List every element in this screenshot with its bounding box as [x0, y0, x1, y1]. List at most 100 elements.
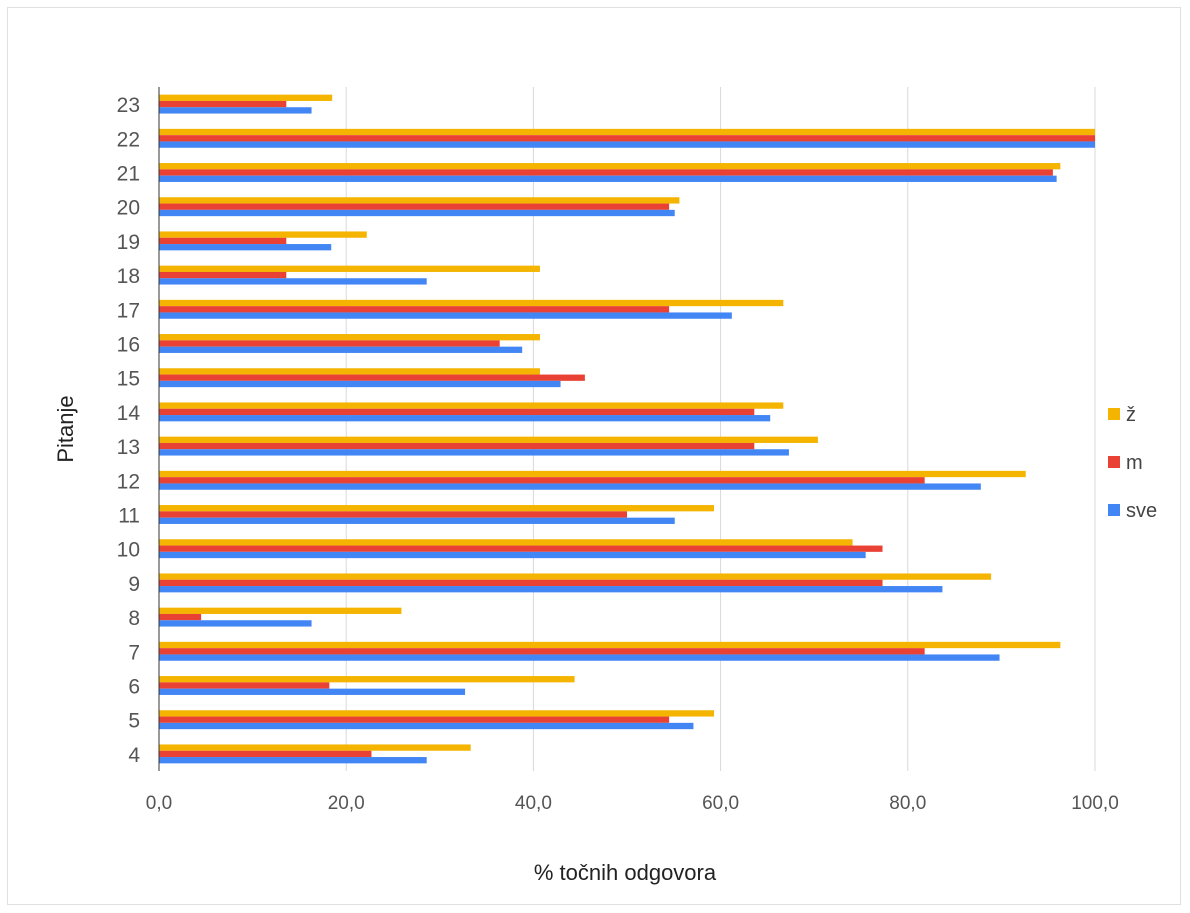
bar-sve-23	[159, 107, 312, 114]
bar-ž-22	[159, 128, 1095, 136]
bar-sve-7	[159, 654, 1000, 661]
bar-m-19	[159, 237, 287, 245]
legend-swatch-ž	[1108, 408, 1120, 420]
bar-sve-13	[159, 449, 789, 456]
bar-sve-8	[159, 620, 312, 627]
bar-ž-11	[159, 505, 715, 512]
bar-m-18	[159, 271, 287, 279]
x-tick-label: 60,0	[702, 793, 739, 814]
legend: ž m sve	[1108, 404, 1157, 522]
bar-sve-20	[159, 209, 675, 217]
legend-label-sve: sve	[1126, 500, 1157, 522]
y-tick-label: 4	[128, 744, 140, 767]
y-tick-label: 18	[117, 265, 140, 288]
bar-sve-15	[159, 380, 561, 388]
x-tick-label: 40,0	[515, 793, 552, 814]
bar-ž-5	[159, 710, 715, 717]
bar-ž-15	[159, 368, 540, 375]
y-tick-label: 14	[117, 402, 141, 425]
y-tick-label: 16	[117, 334, 140, 357]
x-tick-labels: 0,0 20,0 40,0 60,0 80,0 100,0	[146, 793, 1119, 814]
bar-ž-20	[159, 197, 680, 204]
bar-ž-18	[159, 265, 540, 272]
x-tick-label: 80,0	[889, 793, 926, 814]
y-tick-label: 7	[128, 641, 140, 664]
bar-m-13	[159, 442, 755, 450]
y-tick-label: 9	[128, 573, 140, 596]
y-tick-label: 11	[118, 505, 140, 528]
legend-swatch-sve	[1108, 504, 1120, 516]
bar-sve-9	[159, 586, 943, 593]
bar-m-20	[159, 203, 670, 210]
bar-m-5	[159, 716, 670, 723]
bar-m-14	[159, 408, 755, 416]
bar-m-12	[159, 477, 925, 484]
y-tick-label: 22	[117, 128, 140, 151]
bar-sve-6	[159, 688, 466, 695]
y-tick-labels: 23 22 21 20 19 18 17 16 15 14 13 12 11 10 9 8 7 6 5 4	[117, 94, 141, 767]
bar-sve-11	[159, 517, 675, 524]
x-axis-title: % točnih odgovora	[534, 860, 717, 885]
x-tick-label: 20,0	[328, 793, 365, 814]
y-tick-label: 10	[117, 539, 140, 562]
x-tick-label: 100,0	[1071, 793, 1119, 814]
bar-sve-21	[159, 175, 1057, 182]
y-tick-label: 23	[117, 94, 140, 117]
bar-m-8	[159, 613, 202, 621]
bar-sve-19	[159, 244, 332, 251]
bar-m-9	[159, 579, 883, 587]
y-axis-title: Pitanje	[53, 395, 78, 462]
legend-label-ž: ž	[1126, 404, 1136, 426]
y-tick-label: 17	[117, 299, 140, 322]
y-tick-label: 21	[117, 163, 140, 186]
bar-ž-7	[159, 641, 1061, 649]
legend-swatch-m	[1108, 456, 1120, 468]
bar-m-21	[159, 169, 1053, 176]
bar-m-17	[159, 306, 670, 313]
bar-ž-13	[159, 436, 818, 443]
bar-m-6	[159, 682, 330, 689]
x-tick-label: 0,0	[146, 793, 172, 814]
bar-ž-8	[159, 607, 402, 614]
bar-m-11	[159, 511, 627, 518]
bars	[159, 94, 1095, 764]
bar-ž-19	[159, 231, 367, 238]
bar-ž-16	[159, 334, 540, 341]
bar-m-10	[159, 545, 883, 552]
bar-sve-22	[159, 141, 1095, 148]
bar-m-7	[159, 648, 925, 655]
bar-sve-17	[159, 312, 732, 319]
y-tick-label: 12	[117, 470, 140, 493]
bar-m-4	[159, 750, 372, 758]
bar-ž-4	[159, 744, 471, 751]
bar-ž-12	[159, 470, 1026, 478]
y-tick-label: 20	[117, 197, 140, 220]
legend-label-m: m	[1126, 452, 1143, 474]
bar-sve-10	[159, 551, 866, 559]
bar-ž-14	[159, 402, 784, 409]
bar-m-16	[159, 340, 500, 347]
bar-ž-10	[159, 539, 853, 546]
bar-ž-23	[159, 94, 333, 101]
bar-sve-16	[159, 346, 523, 353]
bar-m-23	[159, 100, 287, 108]
gridlines	[345, 87, 1096, 771]
bar-ž-6	[159, 676, 575, 683]
bar-m-22	[159, 135, 1095, 142]
bar-ž-9	[159, 573, 992, 580]
y-tick-label: 5	[128, 710, 140, 733]
bar-sve-4	[159, 757, 427, 764]
y-tick-label: 13	[117, 436, 140, 459]
bar-sve-5	[159, 722, 694, 730]
y-tick-label: 8	[128, 607, 140, 630]
y-tick-label: 6	[128, 676, 140, 699]
y-tick-label: 15	[117, 368, 140, 391]
bar-sve-12	[159, 483, 981, 490]
bar-sve-18	[159, 278, 427, 285]
bar-ž-21	[159, 163, 1061, 170]
bar-ž-17	[159, 299, 784, 307]
bar-m-15	[159, 374, 585, 381]
bar-sve-14	[159, 415, 771, 422]
y-tick-label: 19	[117, 231, 140, 254]
